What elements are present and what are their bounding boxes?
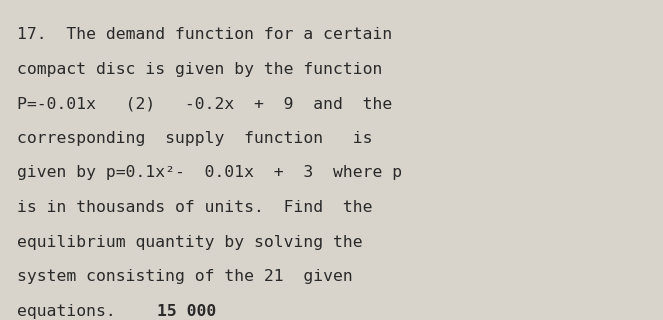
- Text: compact disc is given by the function: compact disc is given by the function: [17, 62, 382, 77]
- Text: 17.  The demand function for a certain: 17. The demand function for a certain: [17, 27, 392, 42]
- Text: equations.: equations.: [17, 304, 125, 319]
- Text: is in thousands of units.  Find  the: is in thousands of units. Find the: [17, 200, 372, 215]
- Text: P=-0.01x   (2)   -0.2x  +  9  and  the: P=-0.01x (2) -0.2x + 9 and the: [17, 96, 392, 111]
- Text: given by p=0.1x²-  0.01x  +  3  where p: given by p=0.1x²- 0.01x + 3 where p: [17, 165, 402, 180]
- Text: 15 000: 15 000: [156, 304, 216, 319]
- Text: equilibrium quantity by solving the: equilibrium quantity by solving the: [17, 235, 362, 250]
- Text: corresponding  supply  function   is: corresponding supply function is: [17, 131, 372, 146]
- Text: system consisting of the 21  given: system consisting of the 21 given: [17, 269, 352, 284]
